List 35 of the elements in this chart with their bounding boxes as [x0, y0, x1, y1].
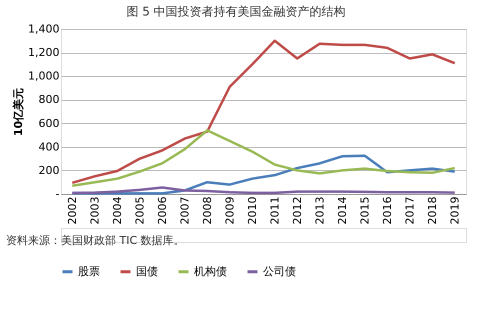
x-tick-label: 2009 [223, 196, 236, 224]
y-tick-label: 400 [38, 140, 60, 154]
x-tick-label: 2017 [403, 196, 416, 224]
x-tick-label: 2005 [133, 196, 146, 224]
x-tick-label: 2019 [448, 196, 462, 224]
line-series [71, 40, 456, 184]
x-tick-label: 2002 [66, 196, 79, 224]
x-tick-label: 2015 [358, 196, 372, 224]
x-tick-label: 2014 [336, 196, 349, 224]
y-tick-label: 200 [38, 164, 60, 177]
y-axis-title: 10亿美元 [12, 88, 26, 136]
x-tick-label: 2016 [380, 196, 394, 224]
legend-label: 机构债 [194, 264, 227, 278]
chart-title: 图 5 中国投资者持有美国金融资产的结构 [126, 4, 346, 18]
y-tick-label: 1,000 [28, 70, 60, 83]
y-tick-label: 600 [38, 116, 60, 130]
y-tick-label: 1,400 [28, 22, 60, 36]
x-tick-label: 2006 [156, 196, 169, 224]
x-tick-label: 2012 [290, 196, 304, 224]
line-series [71, 129, 456, 187]
x-tick-label: 2013 [313, 196, 326, 224]
legend-label: 公司债 [263, 264, 296, 278]
legend-label: 国债 [136, 264, 158, 278]
text: 资料来源：美国财政部 TIC 数据库。 [6, 234, 185, 247]
y-tick-label: 800 [38, 93, 60, 106]
x-tick-label: 2007 [178, 196, 192, 224]
y-tick-label: - [56, 188, 60, 200]
x-tick-label: 2003 [88, 196, 102, 224]
x-tick-label: 2008 [200, 196, 214, 224]
y-tick-label: 1,200 [28, 46, 60, 60]
x-tick-label: 2018 [426, 196, 439, 224]
x-tick-label: 2011 [268, 196, 282, 224]
legend-label: 股票 [78, 264, 100, 278]
x-tick-label: 2010 [246, 196, 259, 224]
x-tick-label: 2004 [110, 196, 124, 224]
